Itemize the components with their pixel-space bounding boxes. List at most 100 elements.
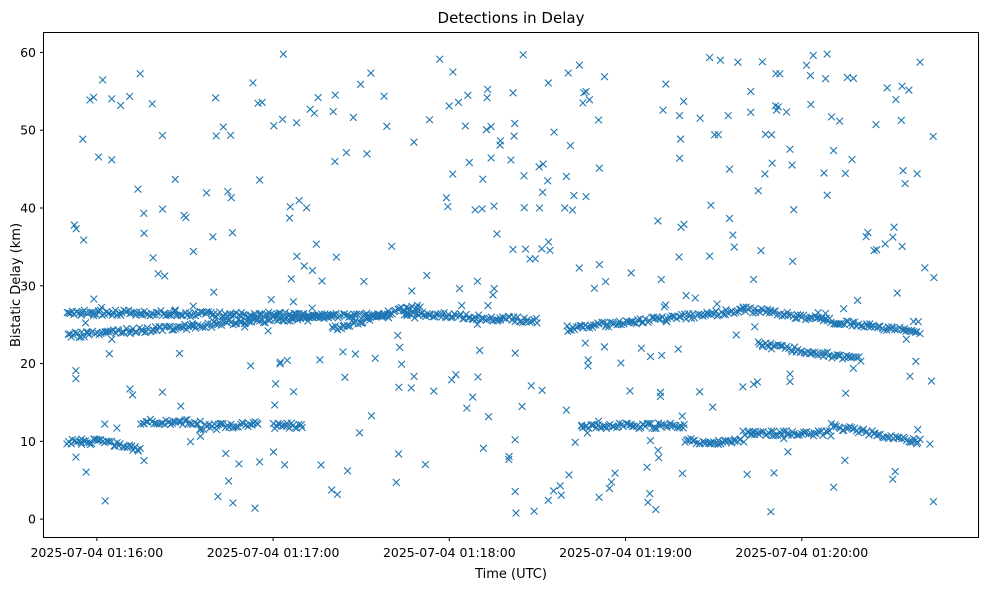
- data-point: [189, 302, 198, 310]
- data-point: [107, 95, 116, 103]
- data-point: [709, 438, 718, 446]
- data-point: [688, 437, 697, 445]
- data-point: [487, 154, 495, 162]
- data-point: [788, 161, 796, 169]
- data-point: [725, 165, 734, 173]
- data-point: [881, 240, 890, 248]
- data-point: [445, 102, 453, 110]
- data-point: [505, 452, 513, 461]
- data-marks: [63, 50, 938, 517]
- data-point: [626, 387, 634, 395]
- data-point: [643, 463, 651, 472]
- y-tick-label: 0: [28, 512, 36, 527]
- data-point: [734, 58, 742, 66]
- data-point: [719, 310, 728, 319]
- data-point: [836, 351, 844, 360]
- data-point: [299, 309, 308, 318]
- data-point: [473, 277, 482, 286]
- data-point: [349, 113, 358, 122]
- data-point: [916, 435, 924, 444]
- data-point: [654, 217, 662, 225]
- data-point: [782, 108, 791, 116]
- data-point: [308, 304, 316, 312]
- data-point: [343, 467, 352, 475]
- data-point: [125, 309, 134, 318]
- data-point: [283, 356, 292, 365]
- data-point: [837, 319, 846, 328]
- data-point: [691, 294, 700, 302]
- data-point: [657, 275, 666, 284]
- data-point: [579, 99, 587, 107]
- data-point: [780, 434, 788, 443]
- data-point: [841, 456, 849, 465]
- data-point: [557, 491, 566, 499]
- data-point: [786, 370, 794, 378]
- data-point: [154, 269, 163, 278]
- data-point: [444, 202, 452, 211]
- data-point: [661, 301, 670, 309]
- data-point: [189, 322, 198, 331]
- data-point: [478, 205, 486, 213]
- data-point: [841, 389, 850, 398]
- data-point: [89, 308, 98, 317]
- data-point: [82, 468, 90, 476]
- data-point: [416, 303, 424, 311]
- data-point: [136, 420, 145, 428]
- data-point: [152, 308, 161, 317]
- data-point: [761, 130, 770, 139]
- data-point: [107, 155, 116, 164]
- data-point: [530, 507, 538, 515]
- data-point: [757, 246, 765, 255]
- data-point: [316, 312, 325, 321]
- data-point: [652, 505, 660, 514]
- data-point: [675, 154, 684, 163]
- data-point: [510, 132, 518, 140]
- data-point: [566, 141, 575, 150]
- data-point: [452, 370, 460, 379]
- data-point: [676, 312, 685, 321]
- data-point: [695, 310, 703, 319]
- data-point: [292, 118, 301, 127]
- data-point: [271, 380, 280, 388]
- data-point: [208, 323, 216, 332]
- data-point: [911, 328, 920, 336]
- data-point: [511, 349, 519, 357]
- data-point: [622, 419, 630, 428]
- data-point: [654, 315, 663, 323]
- y-tick-label: 20: [20, 356, 36, 371]
- data-point: [769, 342, 778, 350]
- data-point: [594, 116, 603, 124]
- data-point: [254, 420, 262, 428]
- data-point: [912, 440, 921, 448]
- data-point: [473, 320, 482, 329]
- data-point: [771, 101, 780, 110]
- data-point: [279, 50, 288, 58]
- data-point: [585, 95, 594, 104]
- data-point: [367, 69, 375, 77]
- data-point: [901, 179, 909, 188]
- data-point: [652, 424, 660, 433]
- data-point: [767, 131, 776, 139]
- data-point: [327, 486, 336, 494]
- data-point: [759, 427, 767, 436]
- data-point: [680, 420, 688, 429]
- data-point: [821, 309, 830, 318]
- data-point: [125, 441, 134, 449]
- data-point: [371, 354, 380, 363]
- data-point: [360, 277, 368, 286]
- data-point: [749, 380, 758, 389]
- data-point: [249, 79, 257, 87]
- data-point: [676, 135, 685, 143]
- data-point: [136, 444, 144, 453]
- data-point: [819, 431, 827, 440]
- data-point: [710, 131, 719, 139]
- data-point: [731, 308, 740, 316]
- data-point: [825, 314, 834, 323]
- data-point: [509, 89, 517, 97]
- data-point: [198, 323, 207, 331]
- data-point: [484, 301, 492, 310]
- data-point: [274, 419, 282, 428]
- data-point: [380, 92, 388, 101]
